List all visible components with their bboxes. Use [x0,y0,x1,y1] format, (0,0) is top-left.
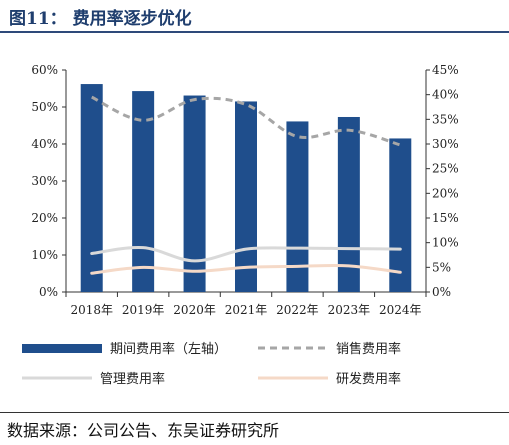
right-tick-label: 20% [432,186,459,200]
bar [235,101,257,292]
left-tick-label: 30% [31,174,58,188]
source-note: 数据来源：公司公告、东吴证券研究所 [7,421,280,440]
bar [389,138,412,292]
chart-title: 图11： 费用率逐步优化 [9,9,192,29]
left-tick-label: 50% [31,100,58,114]
x-tick-label: 2022年 [276,303,319,317]
footer-divider [0,412,509,413]
bar [80,84,103,292]
right-tick-label: 5% [432,260,451,274]
x-tick-label: 2019年 [122,303,165,317]
bar [132,91,155,292]
bar [183,95,206,292]
chart: 0% 10% 20% 30% 40% 50% 60% 0% 5% 10% 15% 20% 25% 30% 3… [22,63,459,387]
left-tick-label: 60% [31,63,58,77]
x-tick-label: 2024年 [379,303,422,317]
x-tick-label: 2018年 [70,303,113,317]
right-tick-label: 15% [432,211,459,225]
line-管理费用率 [90,245,402,263]
legend-swatch [22,344,102,353]
right-tick-label: 0% [432,285,451,299]
line-series [90,95,402,275]
line-研发费用率 [90,263,402,275]
legend-label: 期间费用率（左轴） [110,341,227,357]
right-tick-label: 25% [432,162,459,176]
right-tick-label: 30% [432,137,459,151]
tick-labels: 0% 10% 20% 30% 40% 50% 60% 0% 5% 10% 15% 20% 25% 30% 3… [31,63,458,317]
x-tick-label: 2021年 [225,303,268,317]
left-tick-label: 20% [31,211,58,225]
bar-series [80,84,412,293]
right-tick-label: 45% [432,63,459,77]
right-tick-label: 10% [432,236,459,250]
left-tick-label: 0% [39,285,58,299]
left-tick-label: 10% [31,248,58,262]
left-tick-label: 40% [31,137,58,151]
line-销售费用率 [91,95,401,147]
legend-label: 研发费用率 [336,371,401,387]
x-tick-label: 2023年 [328,303,371,317]
right-tick-label: 35% [432,112,459,126]
title-divider [0,31,509,33]
legend-label: 销售费用率 [336,341,401,357]
right-tick-label: 40% [432,88,459,102]
x-tick-label: 2020年 [173,303,216,317]
legend-label: 管理费用率 [100,371,165,387]
